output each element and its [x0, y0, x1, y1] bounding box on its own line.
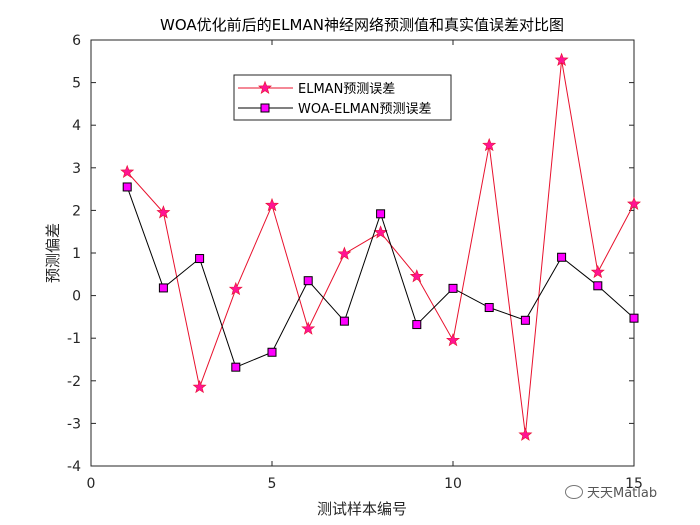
series-2-point — [339, 316, 349, 326]
series-2-point — [303, 276, 313, 286]
y-tick-label: -2 — [67, 374, 81, 390]
y-tick-label: -1 — [67, 331, 81, 347]
series-layer — [120, 52, 641, 441]
series-1-point — [120, 164, 135, 179]
series-1-point — [627, 196, 641, 210]
legend-marker-1 — [258, 80, 272, 94]
series-1-point — [482, 137, 497, 152]
watermark-text: 天天Matlab — [587, 486, 658, 501]
series-2-point — [412, 320, 422, 330]
y-tick-label: 6 — [72, 33, 81, 49]
y-tick-label: 3 — [72, 161, 81, 177]
chart-title: WOA优化前后的ELMAN神经网络预测值和真实值误差对比图 — [160, 16, 564, 34]
y-tick-label: 5 — [72, 76, 81, 92]
series-1-point — [518, 427, 533, 441]
y-axis: -4 -3 -2 -1 0 1 2 3 4 5 6 — [67, 33, 634, 475]
legend-label-1: ELMAN预测误差 — [298, 82, 395, 97]
x-axis-label: 测试样本编号 — [317, 500, 407, 518]
legend-box — [233, 74, 452, 121]
y-tick-label: 4 — [72, 118, 81, 134]
legend: ELMAN预测误差 WOA-ELMAN预测误差 — [233, 74, 452, 121]
series-1-point — [373, 225, 388, 239]
series-1-point — [156, 205, 171, 219]
y-tick-label: -3 — [67, 416, 81, 432]
series-1-point — [337, 246, 352, 260]
series-2-point — [122, 182, 132, 192]
series-2-point — [484, 303, 494, 313]
wechat-icon — [565, 485, 583, 499]
series-1-point — [265, 197, 279, 212]
series-2-point — [520, 315, 530, 325]
series-2-point — [158, 283, 168, 293]
series-1-point — [446, 332, 460, 347]
series-1-point — [192, 379, 207, 394]
legend-marker-2 — [260, 103, 270, 113]
series-2-point — [557, 252, 567, 262]
watermark: 天天Matlab — [565, 482, 657, 501]
x-tick-label: 10 — [444, 476, 462, 492]
x-tick-label: 15 — [625, 476, 643, 492]
series-2-point — [629, 313, 639, 323]
x-tick-label: 0 — [87, 476, 96, 492]
series-2-point — [376, 209, 386, 219]
y-tick-label: 1 — [72, 246, 81, 262]
x-axis: 0 5 10 15 — [87, 40, 643, 492]
y-tick-label: 2 — [72, 203, 81, 219]
series-2-point — [231, 362, 241, 372]
legend-label-2: WOA-ELMAN预测误差 — [298, 102, 431, 117]
series-2-point — [195, 254, 205, 264]
series-1-point — [409, 269, 424, 283]
y-tick-label: -4 — [67, 459, 81, 475]
series-2-point — [448, 283, 458, 293]
series-1-point — [554, 52, 569, 66]
series-2-point — [267, 347, 277, 357]
series-1-point — [301, 321, 316, 335]
y-axis-label: 预测偏差 — [44, 223, 62, 283]
y-tick-label: 0 — [72, 289, 81, 305]
series-2-point — [593, 281, 603, 291]
series-1-point — [228, 281, 243, 296]
x-tick-label: 5 — [268, 476, 277, 492]
series-1-point — [590, 264, 605, 279]
